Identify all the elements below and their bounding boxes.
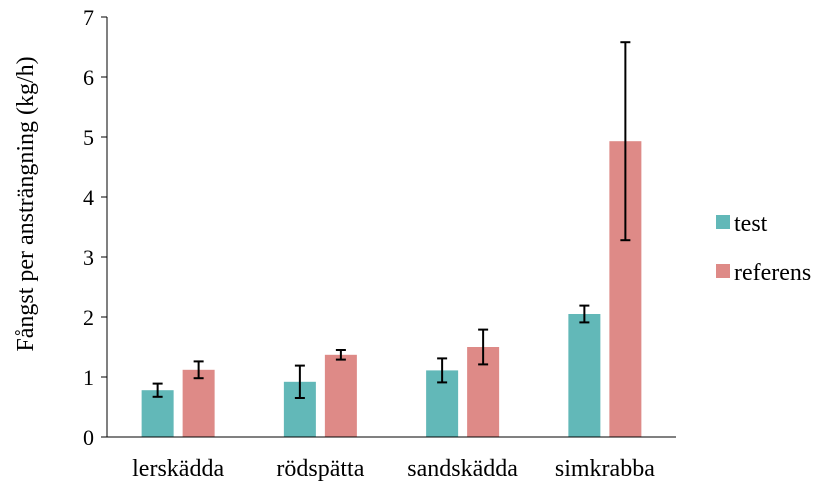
x-axis: lerskädda rödspätta sandskädda simkrabba bbox=[107, 436, 676, 482]
y-tick-label: 4 bbox=[83, 185, 94, 210]
bar-test-lerskädda bbox=[141, 390, 174, 437]
y-tick-label: 7 bbox=[83, 5, 94, 30]
legend-label-test: test bbox=[734, 211, 768, 237]
bar-referens-lerskädda bbox=[182, 369, 215, 437]
y-tick-label: 5 bbox=[83, 125, 94, 150]
legend-swatch-test bbox=[716, 215, 730, 229]
legend: test referens bbox=[716, 211, 811, 286]
x-category-label: rödspätta bbox=[276, 456, 364, 482]
bars bbox=[141, 141, 642, 437]
legend-swatch-referens bbox=[716, 264, 730, 278]
y-tick-label: 3 bbox=[83, 245, 94, 270]
x-category-label: sandskädda bbox=[407, 456, 518, 482]
x-category-label: simkrabba bbox=[555, 456, 655, 482]
y-axis-label: Fångst per ansträngning (kg/h) bbox=[13, 56, 39, 351]
y-tick-label: 1 bbox=[83, 365, 94, 390]
y-axis: 0 1 2 3 4 5 6 7 bbox=[83, 5, 108, 450]
bar-test-simkrabba bbox=[568, 314, 601, 437]
y-tick-label: 0 bbox=[83, 425, 94, 450]
x-category-label: lerskädda bbox=[132, 456, 224, 482]
y-tick-label: 2 bbox=[83, 305, 94, 330]
error-bars bbox=[152, 41, 631, 399]
bar-referens-rödspätta bbox=[324, 354, 357, 437]
legend-label-referens: referens bbox=[734, 260, 811, 286]
y-tick-label: 6 bbox=[83, 65, 94, 90]
